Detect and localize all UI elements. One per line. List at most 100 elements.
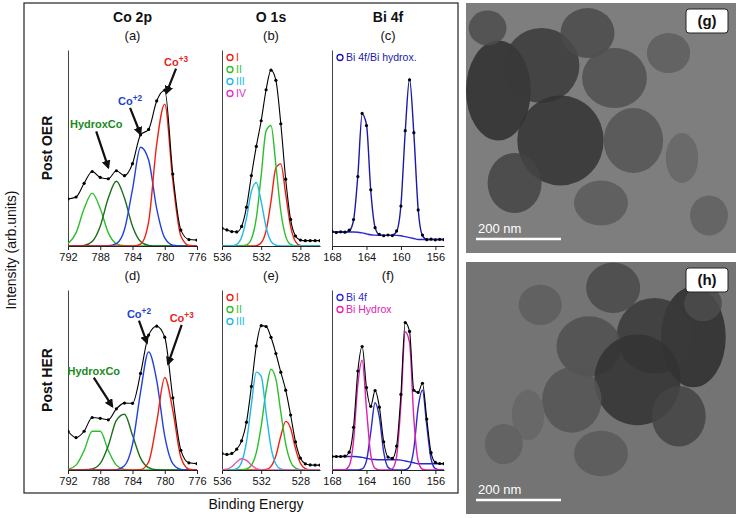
spectrum-line [68,104,197,246]
annotation-arrow [139,321,147,343]
tem-particle [574,431,628,476]
tem-particle [469,11,507,46]
data-point [356,175,359,178]
tem-particles [485,263,726,477]
column-header: O 1s [256,9,287,25]
x-tick-mark [100,470,101,474]
legend-symbol [227,79,233,85]
data-point [245,421,248,424]
x-axis: 536532528 [213,246,320,263]
y-axis [222,291,223,471]
data-point [99,417,102,420]
x-tick-mark [435,246,436,250]
data-point [399,204,402,207]
data-point [404,129,407,132]
data-point [378,406,381,409]
data-point [131,402,134,405]
data-point [442,238,444,241]
legend-item: I [227,291,239,303]
x-tick-mark [133,470,134,474]
x-tick-label: 792 [59,475,77,487]
x-tick: 160 [392,246,410,263]
scale-bar [476,499,561,502]
annotation: Co+2 [127,307,151,320]
plot-area [332,78,444,241]
x-tick-mark [366,246,367,250]
data-point [235,448,238,451]
data-point [222,452,224,455]
data-point [147,128,150,131]
data-point [235,230,238,233]
data-point [421,382,424,385]
spectrum-line [222,183,320,246]
data-point [240,225,243,228]
data-point [284,389,287,392]
data-point [91,170,94,173]
data-point [356,369,359,372]
data-point [318,463,320,466]
data-point [83,430,86,433]
x-axis-line [333,470,445,471]
annotation-arrow [94,378,113,407]
legend-symbol [337,55,343,61]
x-tick-mark [197,246,198,250]
x-axis: 792788784780776 [59,470,206,487]
y-axis [222,51,223,247]
legend: IIIIIIIV [227,51,246,99]
data-point [107,418,110,421]
legend-item: III [227,315,245,327]
data-point [309,239,312,242]
x-axis: 536532528 [213,470,320,487]
data-point [74,195,77,198]
data-point [115,407,118,410]
legend-symbol [227,91,233,97]
spectrum-line [222,164,320,246]
legend-label: Bi Hydrox [346,303,392,315]
y-axis-line [222,51,223,247]
legend: Bi 4f/Bi hydrox. [337,51,417,63]
data-point [395,229,398,232]
data-point [343,231,346,234]
legend-label: II [236,63,242,75]
x-tick: 788 [92,246,110,263]
tem-image: (h)200 nm [466,262,736,514]
annotation: Co+2 [118,94,142,107]
y-axis [332,51,333,247]
data-point [250,174,253,177]
x-tick: 788 [92,470,110,487]
data-point [373,226,376,229]
annotation-text-part: Co [118,95,133,107]
x-tick-mark [435,470,436,474]
data-point [171,172,174,175]
data-point [115,169,118,172]
legend-symbol [227,55,233,61]
data-point [304,462,307,465]
tem-background [466,3,736,253]
x-axis: 792788784780776 [59,246,206,263]
data-point [195,462,197,465]
legend-label: Bi 4f [346,291,367,303]
x-tick-label: 528 [292,251,310,263]
data-point [361,345,364,348]
spectrum-line [332,332,444,470]
legend-label: Bi 4f/Bi hydrox. [346,51,417,63]
data-point [240,439,243,442]
x-tick-mark [332,246,333,250]
figure-root: Intensity (arb.units)Binding EnergyCo 2p… [0,0,740,518]
x-tick-mark [366,470,367,474]
data-point [309,463,312,466]
data-point [187,238,190,241]
legend-item: Bi 4f/Bi hydrox. [337,51,417,63]
data-point [225,453,228,456]
x-tick-mark [222,246,223,250]
data-point [299,239,302,242]
legend-item: Bi Hydrox [337,303,392,315]
scale-bar-label: 200 nm [478,482,521,497]
panel: (f)168164160156Bi 4fBi Hydrox [323,268,445,487]
spectrum-line [68,90,197,240]
data-point [408,78,411,81]
tem-particle [488,153,542,213]
tem-particle [690,196,728,236]
legend-symbol [337,307,343,313]
data-point [260,119,263,122]
